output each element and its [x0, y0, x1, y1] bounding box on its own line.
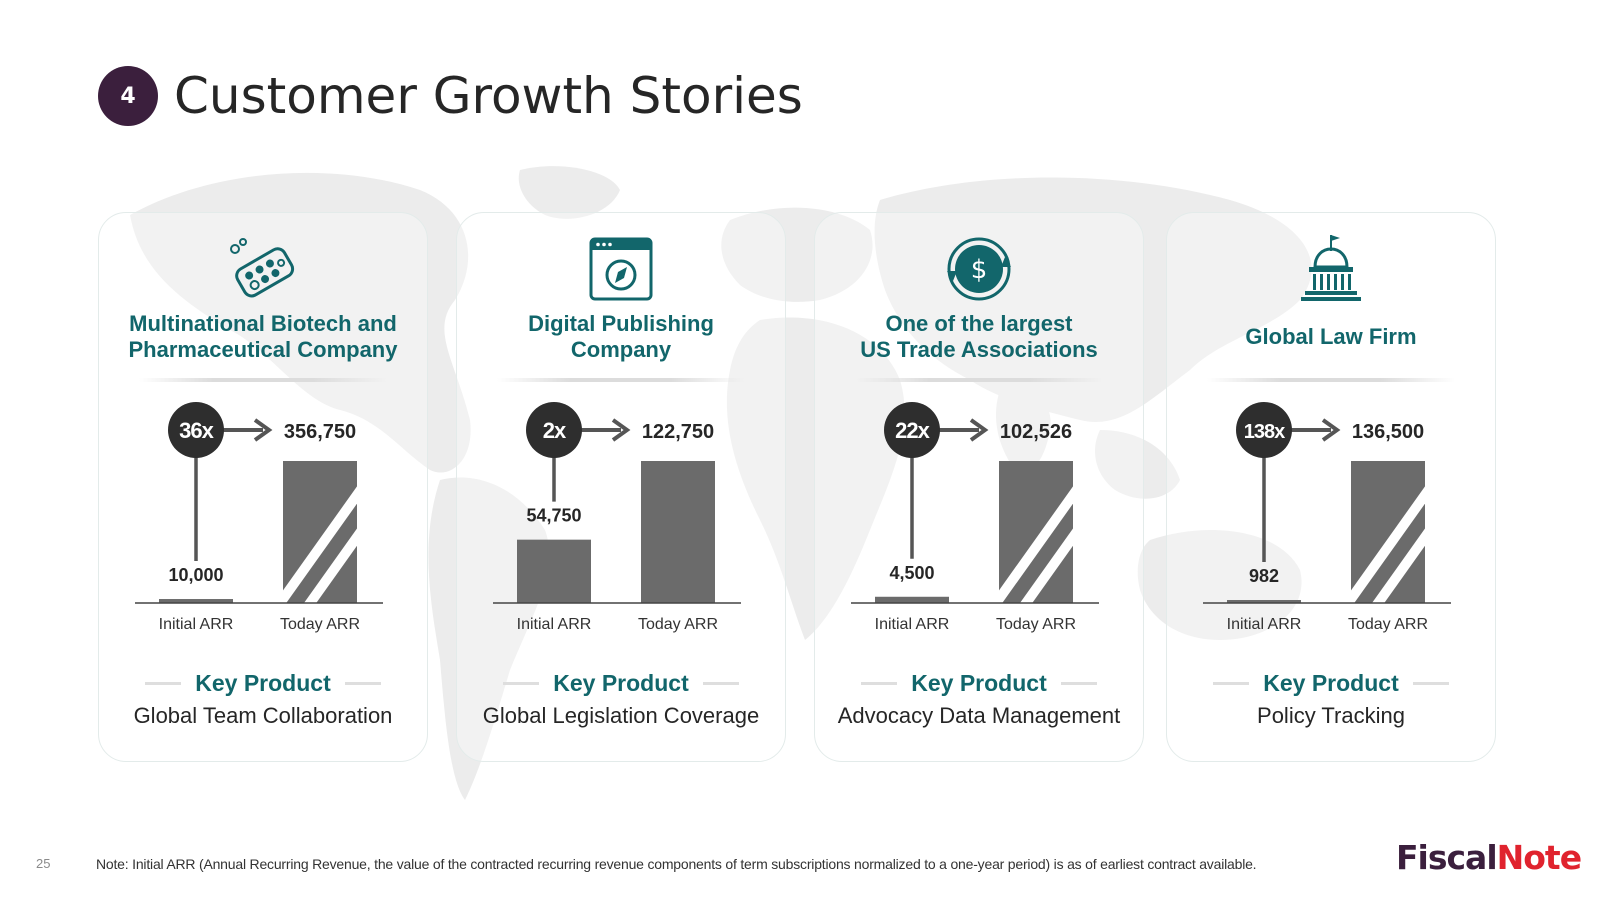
- initial-value-label: 10,000: [168, 565, 223, 585]
- multiplier-label: 2x: [543, 418, 567, 443]
- today-arr-bar: [641, 461, 715, 603]
- pill-pack-icon: [230, 238, 295, 298]
- key-product-label: Key Product: [195, 669, 331, 696]
- key-product-value: Global Team Collaboration: [133, 703, 393, 728]
- kp-line-left: [503, 681, 540, 685]
- divider: [855, 378, 1103, 382]
- browser-compass-icon: [589, 237, 653, 301]
- stripe: [303, 528, 357, 603]
- multiplier-bubble: [884, 402, 940, 458]
- initial-value-label: 4,500: [889, 563, 934, 583]
- customer-card-trade-association: $ One of the largest US Trade Associatio…: [814, 212, 1144, 762]
- multiplier-bubble: [168, 402, 224, 458]
- growth-arrow-head: [253, 418, 273, 442]
- key-product-heading: Key Product: [1167, 668, 1495, 698]
- kp-line-left: [861, 681, 898, 685]
- divider: [497, 378, 745, 382]
- today-value-label: 102,526: [1000, 421, 1072, 443]
- kp-line-right: [344, 681, 381, 685]
- kp-line-right: [702, 681, 739, 685]
- page-number: 25: [36, 856, 51, 871]
- key-product-label: Key Product: [1263, 669, 1399, 696]
- kp-line-left: [145, 681, 182, 685]
- multiplier-bubble: [526, 402, 582, 458]
- stripe: [999, 486, 1073, 603]
- growth-arrow-head: [611, 418, 631, 442]
- arr-growth-chart: 138x 982 136,500 Initial ARR Today ARR: [1203, 402, 1451, 633]
- initial-value-label: 54,750: [526, 506, 581, 526]
- initial-arr-bar: [159, 599, 233, 603]
- page-title: Customer Growth Stories: [174, 67, 803, 125]
- today-axis-label: Today ARR: [638, 616, 718, 633]
- divider: [139, 378, 387, 382]
- map-australia: [1137, 530, 1302, 640]
- initial-value-label: 982: [1249, 566, 1279, 586]
- map-north-america: [130, 172, 471, 473]
- initial-axis-label: Initial ARR: [517, 616, 592, 633]
- key-product-value: Global Legislation Coverage: [482, 703, 760, 728]
- bar-stripes: [1351, 486, 1425, 603]
- initial-arr-bar: [1227, 600, 1301, 603]
- today-axis-label: Today ARR: [1348, 616, 1428, 633]
- section-number-badge: 4: [98, 66, 158, 126]
- company-name: Multinational Biotech and Pharmaceutical…: [128, 311, 398, 362]
- initial-axis-label: Initial ARR: [159, 616, 234, 633]
- multiplier-bubble: [1236, 402, 1292, 458]
- key-product-heading: Key Product: [99, 668, 427, 698]
- divider: [1207, 378, 1455, 382]
- initial-arr-bar: [517, 539, 591, 603]
- customer-card-law-firm: Global Law Firm 138x 982 136,500 Initial…: [1166, 212, 1496, 762]
- map-se-asia: [1095, 430, 1180, 499]
- growth-arrow-head: [969, 418, 989, 442]
- company-name: Global Law Firm: [1245, 324, 1417, 349]
- stripe: [1371, 528, 1425, 603]
- arr-growth-chart: 36x 10,000 356,750 Initial ARR Today ARR: [135, 402, 383, 633]
- today-value-label: 356,750: [284, 421, 356, 443]
- footnote: Note: Initial ARR (Annual Recurring Reve…: [96, 856, 1257, 872]
- map-africa: [726, 317, 905, 640]
- key-product-heading: Key Product: [457, 668, 785, 698]
- today-value-label: 136,500: [1352, 421, 1424, 443]
- customer-card-publishing: Digital Publishing Company 2x 54,750 122…: [456, 212, 786, 762]
- key-product-label: Key Product: [911, 669, 1047, 696]
- multiplier-label: 138x: [1244, 421, 1285, 443]
- arr-growth-chart: 22x 4,500 102,526 Initial ARR Today ARR: [851, 402, 1099, 633]
- company-name: One of the largest US Trade Associations: [860, 311, 1098, 362]
- arr-growth-chart: 2x 54,750 122,750 Initial ARR Today ARR: [493, 402, 741, 633]
- stripe: [1351, 486, 1425, 603]
- map-india: [995, 389, 1051, 473]
- initial-axis-label: Initial ARR: [875, 616, 950, 633]
- svg-text:$: $: [971, 255, 988, 285]
- today-axis-label: Today ARR: [280, 616, 360, 633]
- bar-stripes: [283, 486, 357, 603]
- dollar-cycle-icon: $: [947, 237, 1011, 301]
- stripe: [283, 486, 357, 603]
- multiplier-label: 22x: [895, 418, 930, 443]
- key-product-value: Advocacy Data Management: [837, 703, 1121, 728]
- kp-line-right: [1412, 681, 1449, 685]
- capitol-building-icon: [1301, 235, 1361, 301]
- company-name: Digital Publishing Company: [528, 311, 714, 362]
- growth-arrow-head: [1321, 418, 1341, 442]
- today-value-label: 122,750: [642, 421, 714, 443]
- kp-line-left: [1213, 681, 1250, 685]
- kp-line-right: [1060, 681, 1097, 685]
- initial-arr-bar: [875, 596, 949, 603]
- customer-card-biotech: Multinational Biotech and Pharmaceutical…: [98, 212, 428, 762]
- key-product-heading: Key Product: [815, 668, 1143, 698]
- map-greenland: [518, 166, 620, 219]
- fiscalnote-logo: FiscalNote: [1396, 838, 1582, 877]
- multiplier-label: 36x: [179, 418, 214, 443]
- bar-stripes: [999, 486, 1073, 603]
- key-product-value: Policy Tracking: [1257, 703, 1405, 728]
- stripe: [1019, 528, 1073, 603]
- initial-axis-label: Initial ARR: [1227, 616, 1302, 633]
- today-axis-label: Today ARR: [996, 616, 1076, 633]
- key-product-label: Key Product: [553, 669, 689, 696]
